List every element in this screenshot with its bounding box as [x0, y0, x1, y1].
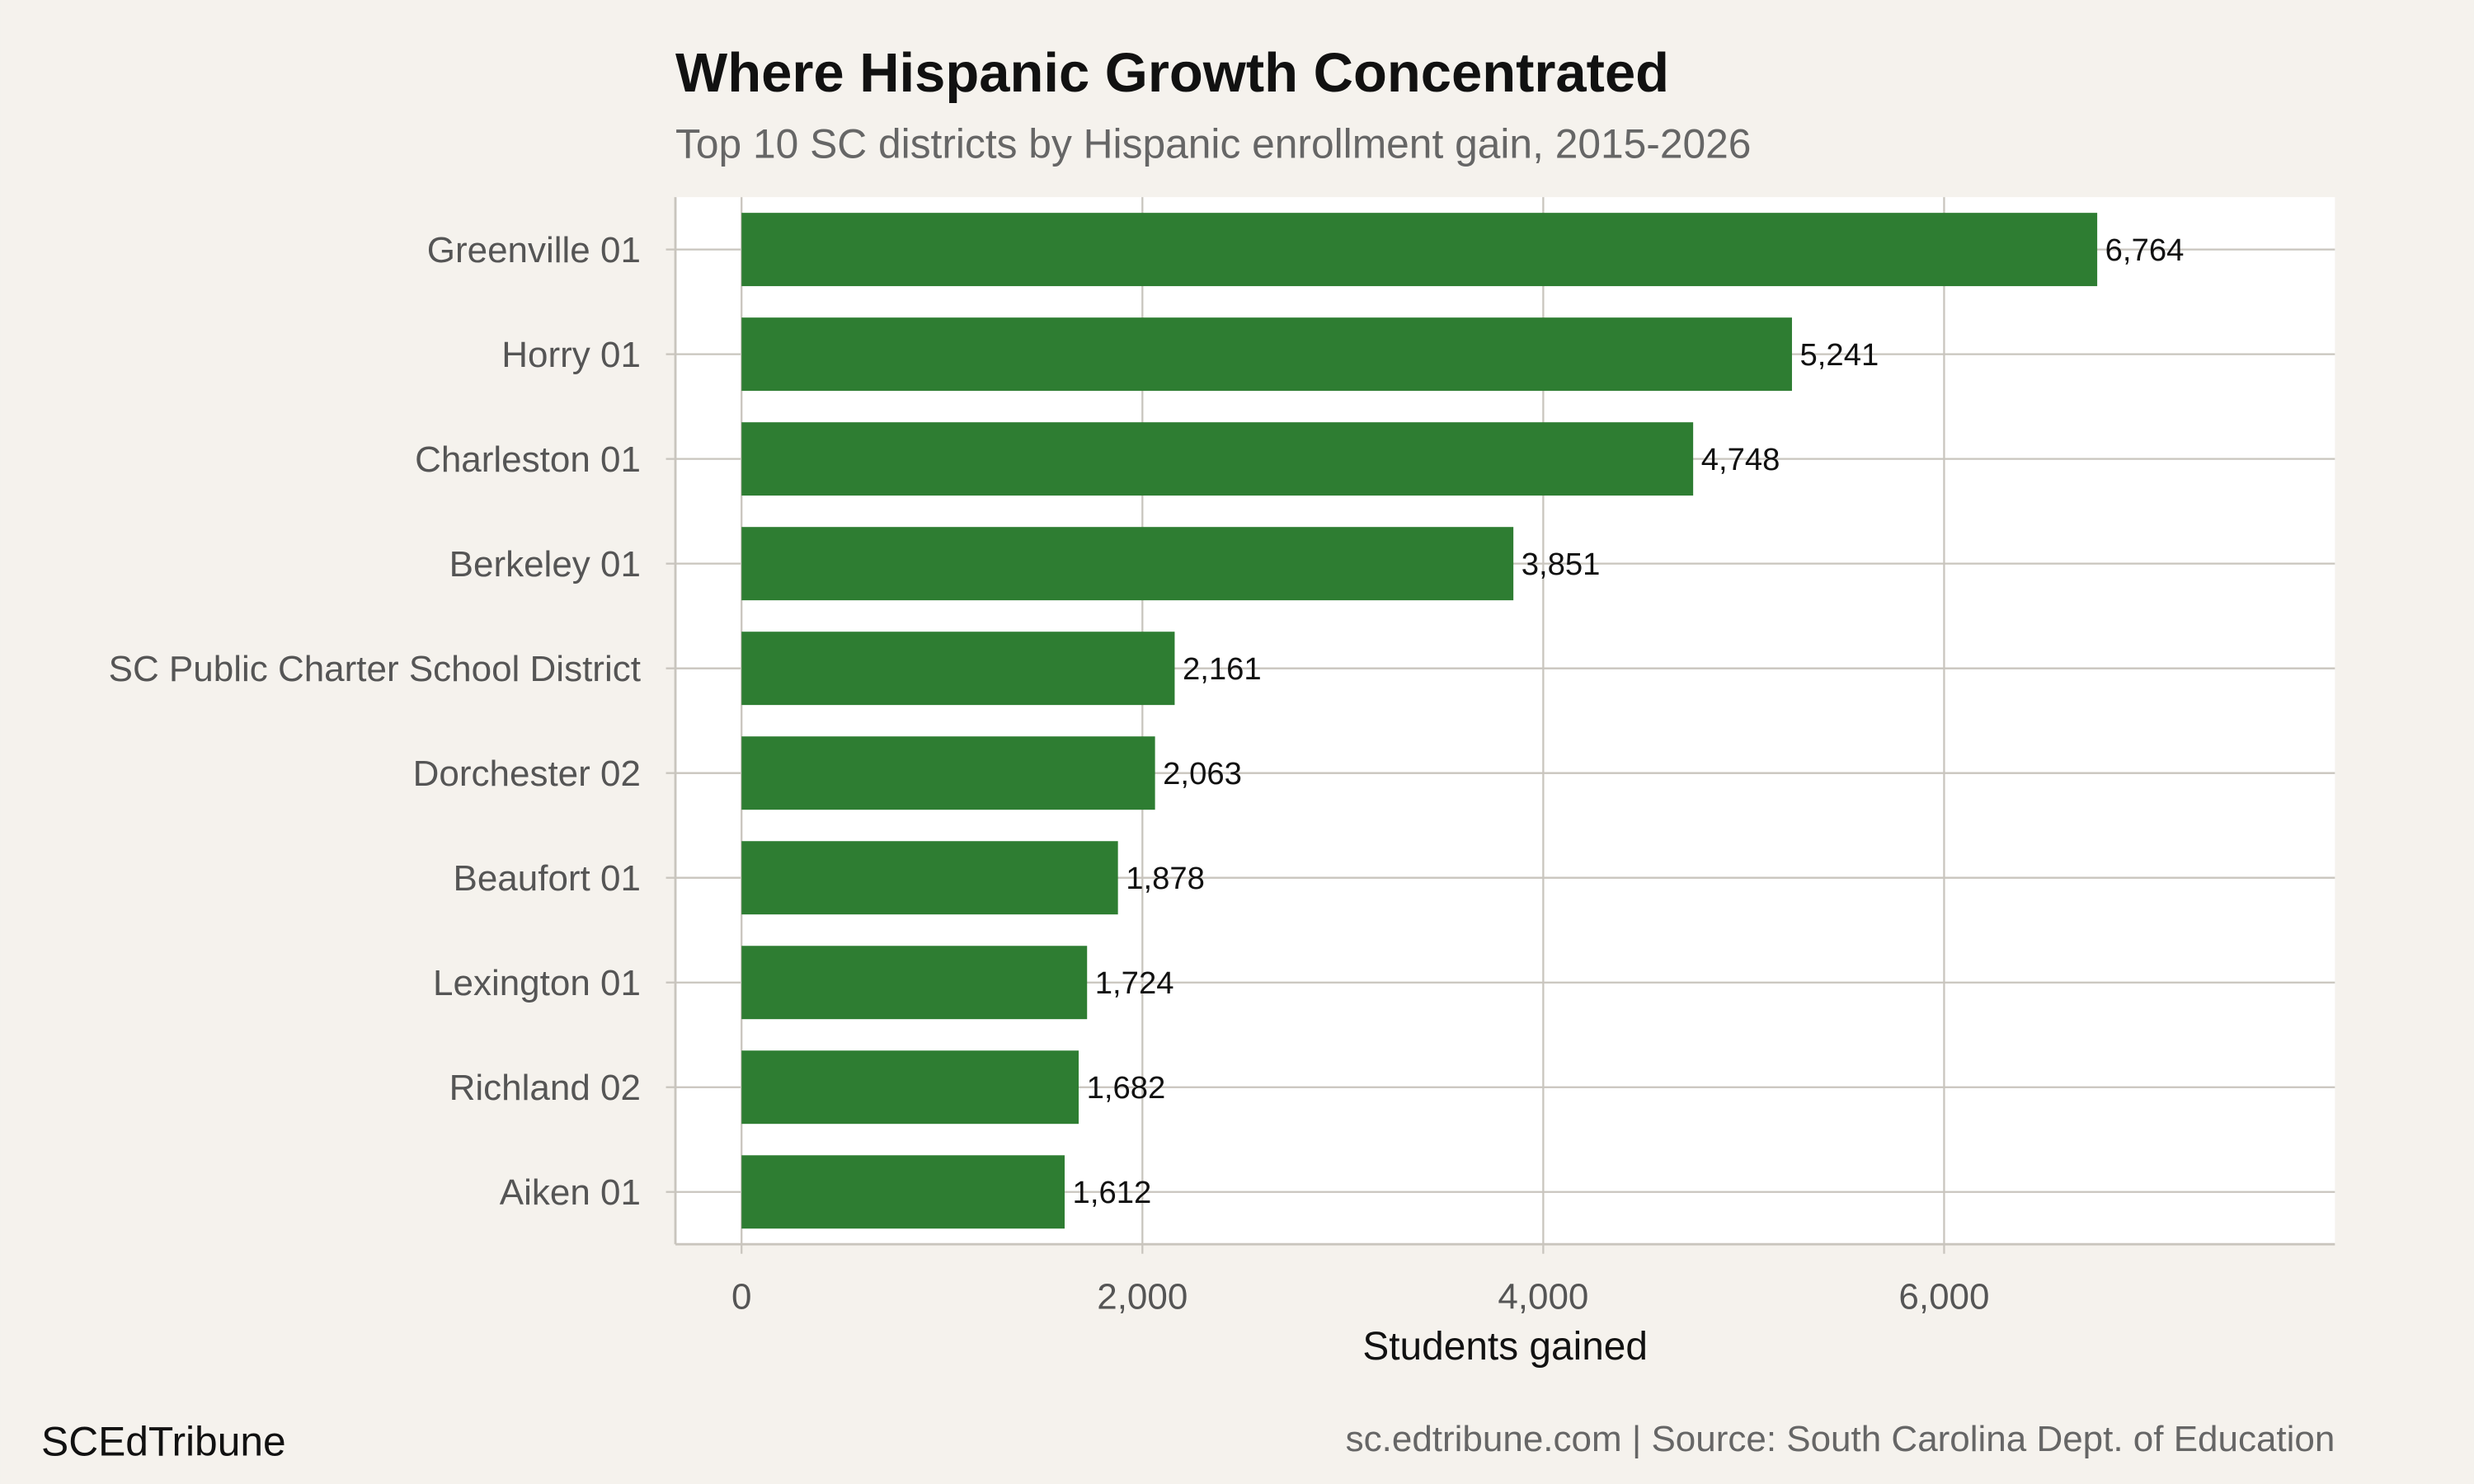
x-tick-label: 0: [731, 1277, 751, 1317]
bar: [741, 213, 2098, 287]
y-tick-label: Greenville 01: [427, 230, 641, 270]
bar-value-label: 4,748: [1701, 442, 1780, 477]
bar: [741, 1050, 1079, 1125]
chart-title: Where Hispanic Growth Concentrated: [675, 42, 1669, 104]
bar: [741, 527, 1514, 601]
footer-source: sc.edtribune.com | Source: South Carolin…: [1346, 1419, 2335, 1459]
y-tick-label: SC Public Charter School District: [109, 649, 641, 689]
bar: [741, 736, 1155, 810]
y-tick-label: Charleston 01: [415, 439, 641, 480]
y-tick-label: Berkeley 01: [449, 544, 641, 585]
bar: [741, 422, 1694, 496]
bar-value-label: 5,241: [1800, 337, 1879, 373]
x-axis-title: Students gained: [1362, 1325, 1648, 1369]
bar-value-label: 2,161: [1183, 651, 1262, 687]
footer-brand: SCEdTribune: [41, 1419, 286, 1465]
y-tick-label: Beaufort 01: [454, 858, 641, 899]
y-tick-label: Dorchester 02: [413, 754, 641, 794]
x-tick-label: 2,000: [1097, 1277, 1188, 1317]
bar: [741, 317, 1792, 392]
bar-value-label: 1,682: [1087, 1070, 1166, 1106]
chart-subtitle: Top 10 SC districts by Hispanic enrollme…: [675, 120, 1751, 167]
x-tick-label: 4,000: [1498, 1277, 1588, 1317]
y-tick-label: Aiken 01: [500, 1172, 641, 1213]
y-tick-label: Lexington 01: [433, 963, 641, 1003]
y-tick-label: Richland 02: [449, 1068, 641, 1108]
bar-value-label: 6,764: [2105, 232, 2185, 268]
x-tick-label: 6,000: [1898, 1277, 1989, 1317]
bar: [741, 1155, 1065, 1229]
bar-value-label: 1,878: [1126, 861, 1205, 896]
bar: [741, 946, 1088, 1020]
bar: [741, 632, 1175, 706]
bar-value-label: 3,851: [1522, 547, 1601, 582]
bar-value-label: 1,612: [1073, 1175, 1152, 1210]
bar: [741, 841, 1118, 915]
bar-value-label: 1,724: [1095, 965, 1174, 1001]
y-tick-label: Horry 01: [501, 335, 641, 375]
bar-value-label: 2,063: [1163, 756, 1242, 791]
